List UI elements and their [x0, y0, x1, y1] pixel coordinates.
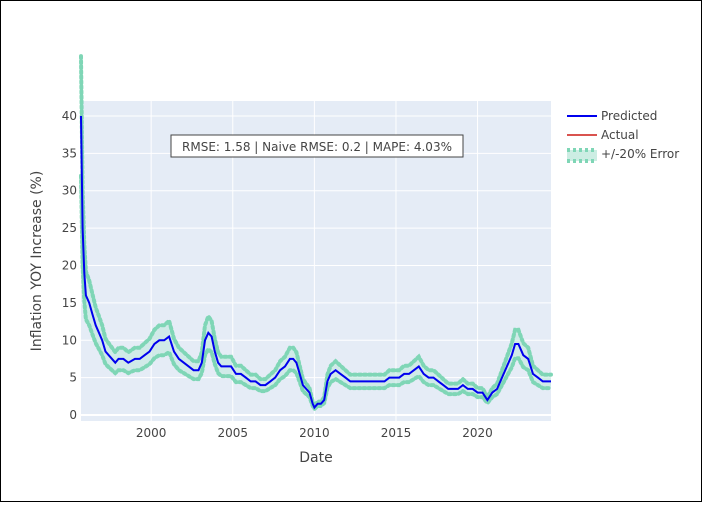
annotation-box: RMSE: 1.58 | Naive RMSE: 0.2 | MAPE: 4.0… — [170, 134, 464, 158]
y-tick-label: 25 — [62, 221, 77, 235]
x-axis-title: Date — [299, 450, 332, 466]
y-tick-label: 20 — [62, 258, 77, 272]
x-tick-label: 2010 — [299, 426, 330, 440]
error-band-lower — [79, 173, 553, 413]
y-axis-title: Inflation YOY Increase (%) — [29, 171, 45, 352]
legend-item-error-band[interactable]: +/-20% Error — [567, 147, 679, 163]
x-tick-label: 2020 — [462, 426, 493, 440]
legend-label-error-band: +/-20% Error — [601, 147, 679, 161]
x-tick-label: 2000 — [136, 426, 167, 440]
x-tick-labels: 2000 2005 2010 2015 2020 — [136, 426, 493, 440]
y-tick-label: 40 — [62, 109, 77, 123]
legend: Predicted Actual +/-20% Error — [567, 109, 679, 163]
predicted-line — [80, 115, 551, 410]
legend-item-predicted[interactable]: Predicted — [567, 109, 657, 123]
traces — [79, 54, 553, 413]
y-tick-label: 30 — [62, 184, 77, 198]
y-tick-label: 0 — [69, 408, 77, 422]
y-tick-label: 10 — [62, 333, 77, 347]
legend-item-actual[interactable]: Actual — [567, 128, 639, 142]
y-tick-label: 15 — [62, 296, 77, 310]
legend-label-actual: Actual — [601, 128, 639, 142]
annotation-text: RMSE: 1.58 | Naive RMSE: 0.2 | MAPE: 4.0… — [182, 140, 452, 154]
x-tick-label: 2005 — [217, 426, 248, 440]
y-tick-label: 35 — [62, 146, 77, 160]
legend-label-predicted: Predicted — [601, 109, 657, 123]
x-tick-label: 2015 — [381, 426, 412, 440]
error-band-upper — [79, 54, 553, 411]
y-tick-label: 5 — [69, 371, 77, 385]
y-tick-labels: 0 5 10 15 20 25 30 35 40 — [62, 109, 77, 422]
